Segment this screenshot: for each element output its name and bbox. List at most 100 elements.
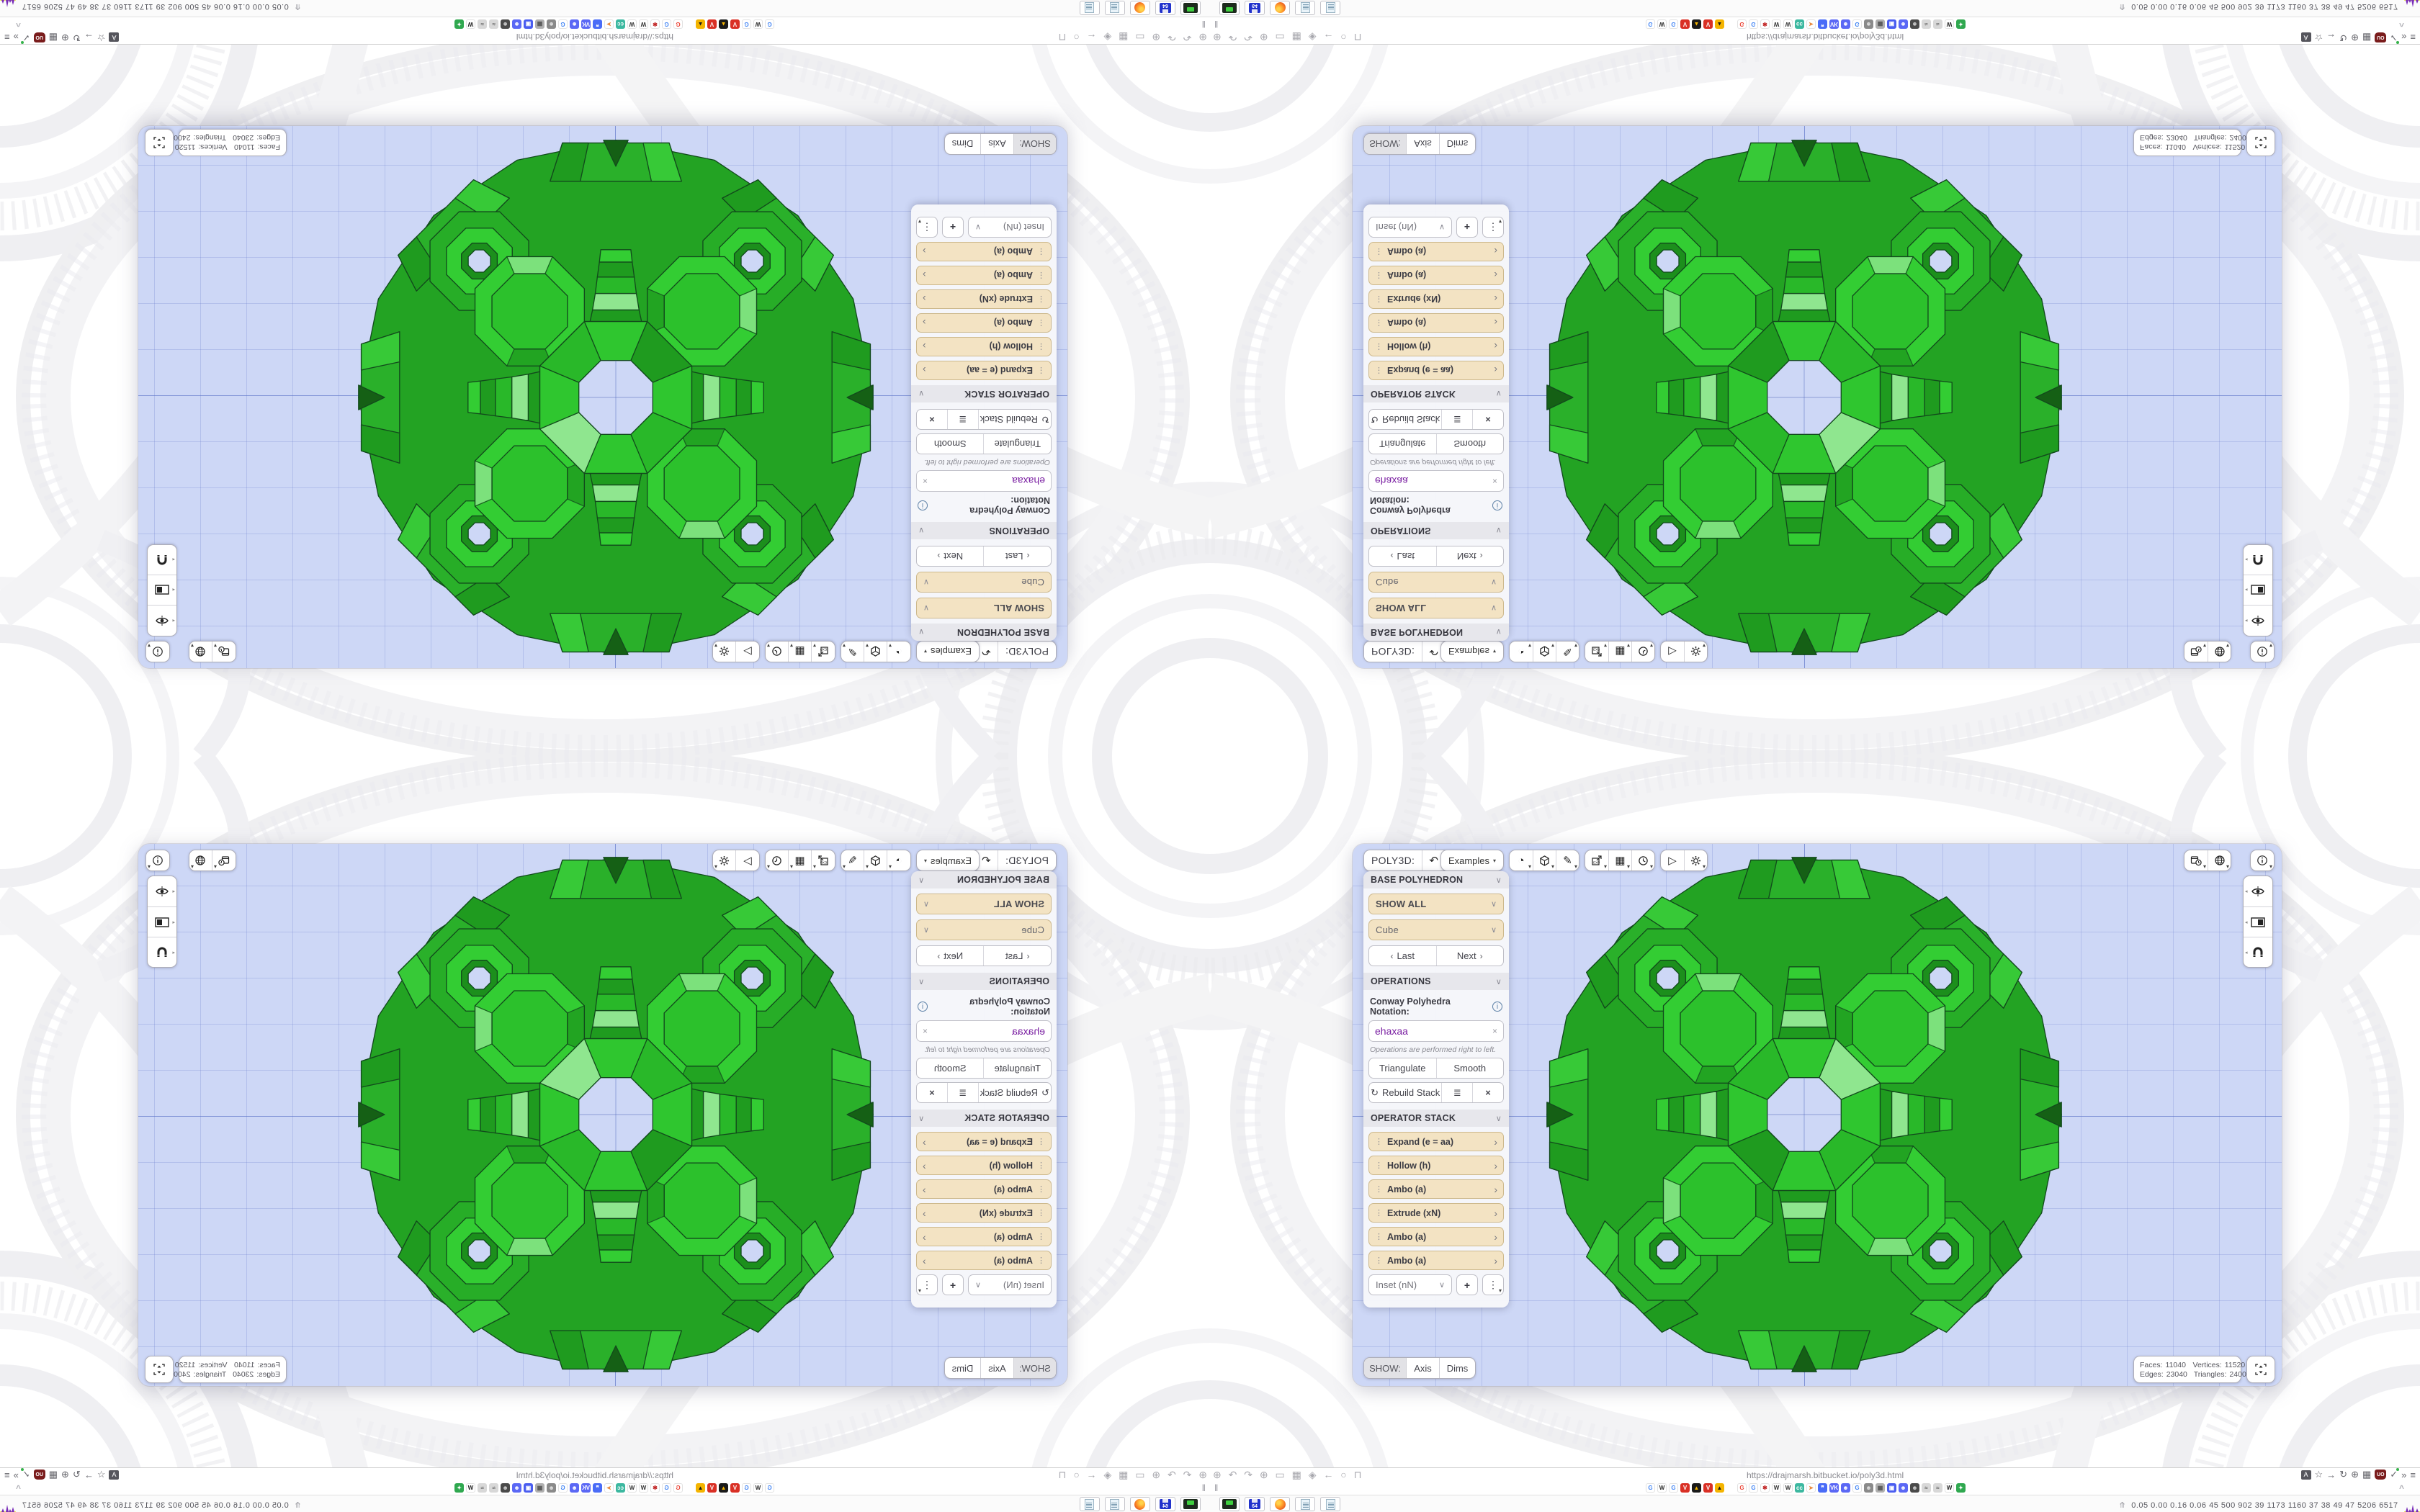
translate-icon[interactable]: A	[109, 1470, 120, 1480]
settings-button[interactable]: ▾	[1684, 642, 1707, 662]
taskbar-app-notes-2[interactable]	[1080, 1, 1100, 15]
trash-icon[interactable]: ▦	[2362, 32, 2372, 43]
category-select[interactable]: SHOW ALL ∨	[916, 598, 1052, 618]
triangulate-button[interactable]: Triangulate	[985, 1058, 1052, 1078]
rating-icon[interactable]: ✓	[2390, 32, 2398, 43]
bookmark-favicon[interactable]: ✦	[454, 1483, 464, 1493]
polyhedron-render[interactable]	[342, 844, 889, 1386]
drag-handle-icon[interactable]: ⋮	[1038, 1256, 1045, 1265]
globe-button[interactable]: ▾	[2208, 850, 2231, 870]
section-operator-stack[interactable]: OPERATOR STACK ∨	[1363, 385, 1509, 402]
snap-button[interactable]: ◂	[148, 937, 176, 967]
section-base-polyhedron[interactable]: BASE POLYHEDRON ∨	[911, 624, 1057, 641]
drag-handle-icon[interactable]: ⋮	[1375, 1138, 1383, 1146]
info-button[interactable]: ▾	[2251, 850, 2274, 870]
table-button[interactable]: ▦ ▾	[1608, 850, 1631, 870]
table-button[interactable]: ▦ ▾	[1608, 642, 1631, 662]
bookmark-favicon[interactable]: ▦	[1876, 19, 1885, 29]
adblock-icon[interactable]: UO	[33, 32, 45, 42]
stack-item[interactable]: ⋮ Expand (e = aa) ›	[1368, 1132, 1504, 1151]
taskbar-app-firefox[interactable]	[1130, 1, 1150, 15]
history-button[interactable]: ▾	[766, 642, 789, 662]
settings-button[interactable]: ▾	[713, 642, 736, 662]
forward-icon[interactable]: →	[2326, 32, 2336, 43]
bookmark-favicon[interactable]: ▲	[719, 19, 728, 29]
history-button[interactable]: ▾	[1631, 642, 1654, 662]
render-mode-button[interactable]: ◔ ▾	[1510, 850, 1533, 870]
taskbar-app-notes-2[interactable]	[1080, 1497, 1100, 1511]
bookmark-favicon[interactable]: ☻	[501, 19, 510, 29]
bookmark-favicon[interactable]: ▣	[1887, 1483, 1896, 1493]
address-url[interactable]: https://drajmarsh.bitbucket.io/poly3d.ht…	[1747, 32, 1904, 42]
bookmark-favicon[interactable]: V	[1703, 1483, 1713, 1493]
undo-button[interactable]: ↶	[1422, 850, 1445, 870]
pause-icon[interactable]: ‖	[1201, 19, 1206, 30]
add-operator-button[interactable]: +	[1456, 1274, 1478, 1295]
bookmark-favicon[interactable]: VK	[1829, 1483, 1839, 1493]
translate-icon[interactable]: A	[109, 32, 120, 42]
add-operator-select[interactable]: Inset (nN) ∨	[968, 1274, 1052, 1295]
next-button[interactable]: Next ›	[917, 546, 985, 566]
dims-toggle[interactable]: Dims	[945, 134, 981, 154]
pause-icon[interactable]: ‖	[1214, 1482, 1219, 1493]
export-button[interactable]: EXP ▾	[812, 642, 835, 662]
bookmark-favicon[interactable]: V	[1680, 19, 1690, 29]
taskbar-app-save[interactable]: 64	[1245, 1, 1265, 15]
notation-input[interactable]: ehaxaa ×	[916, 470, 1052, 492]
overflow-icon[interactable]: »	[13, 32, 19, 43]
visibility-button[interactable]: ◂	[2244, 876, 2272, 906]
stack-item[interactable]: ⋮ Ambo (a) ›	[1368, 313, 1504, 333]
bookmark-favicon[interactable]: G	[662, 1483, 671, 1493]
theme-toggle-button[interactable]: ◂	[2244, 906, 2272, 937]
render-mode-button[interactable]: ◔ ▾	[887, 850, 910, 870]
bookmark-favicon[interactable]: ☻	[1864, 1483, 1873, 1493]
stack-clear-button[interactable]: ×	[917, 410, 948, 429]
rebuild-stack-button[interactable]: ↻ Rebuild Stack	[1369, 410, 1441, 429]
bookmark-favicon[interactable]: ☻	[570, 19, 579, 29]
bookmark-favicon[interactable]: ➤	[604, 1483, 614, 1493]
smooth-button[interactable]: Smooth	[917, 434, 985, 454]
globe-icon[interactable]: ⊕	[61, 32, 69, 43]
notation-info-icon[interactable]: i	[1492, 1002, 1502, 1012]
bookmark-favicon[interactable]: W	[1945, 19, 1954, 29]
fit-view-button[interactable]	[145, 1356, 174, 1383]
bookmark-favicon[interactable]: ≈	[1933, 19, 1942, 29]
bookmark-favicon[interactable]: G	[742, 19, 751, 29]
visibility-button[interactable]: ◂	[148, 876, 176, 906]
bookmark-favicon[interactable]: VK	[581, 1483, 591, 1493]
history-button[interactable]: ▾	[1631, 850, 1654, 870]
monitor-expand-icon[interactable]: ⤊	[2119, 2, 2126, 12]
polyhedron-select[interactable]: Cube ∨	[916, 919, 1052, 940]
smooth-button[interactable]: Smooth	[1435, 1058, 1504, 1078]
refresh-icon[interactable]: ↻	[2339, 32, 2348, 43]
stack-item[interactable]: ⋮ Ambo (a) ›	[1368, 242, 1504, 261]
adblock-icon[interactable]: UO	[2375, 32, 2387, 42]
bookmark-favicon[interactable]: ❞	[593, 1483, 602, 1493]
drag-handle-icon[interactable]: ⋮	[1375, 318, 1382, 327]
drag-handle-icon[interactable]: ⋮	[1375, 247, 1382, 256]
info-button[interactable]: ▾	[146, 850, 169, 870]
taskbar-app-save[interactable]: 64	[1155, 1, 1175, 15]
collapse-icon[interactable]: ^	[2398, 1483, 2404, 1493]
bookmark-favicon[interactable]: VK	[581, 19, 591, 29]
stack-clear-button[interactable]: ×	[1472, 1083, 1503, 1102]
drag-handle-icon[interactable]: ⋮	[1375, 342, 1382, 351]
taskbar-app-notes-2[interactable]	[1320, 1497, 1340, 1511]
examples-dropdown[interactable]: Examples ▾	[917, 850, 979, 870]
render-mode-button[interactable]: ◔ ▾	[887, 642, 910, 662]
browser-nav-icons[interactable]: ⊕ ↶ ↷ ⊕ ▭ ▦ ◈ ← ○ ⊓	[1213, 32, 1364, 43]
bookmark-favicon[interactable]: ✱	[1760, 19, 1770, 29]
globe-button[interactable]: ▾	[189, 642, 212, 662]
bookmark-favicon[interactable]: ▲	[1715, 19, 1724, 29]
axis-toggle[interactable]: Axis	[981, 134, 1014, 154]
drag-handle-icon[interactable]: ⋮	[1375, 1161, 1383, 1170]
stack-item[interactable]: ⋮ Ambo (a) ›	[1368, 1179, 1504, 1199]
notation-input[interactable]: ehaxaa ×	[916, 1020, 1052, 1042]
stack-item[interactable]: ⋮ Ambo (a) ›	[1368, 1227, 1504, 1246]
bookmark-favicon[interactable]: ▲	[1715, 1483, 1724, 1493]
bookmark-favicon[interactable]: ☻	[1910, 1483, 1919, 1493]
bookmark-favicon[interactable]: G	[1749, 1483, 1758, 1493]
bookmark-favicon[interactable]: G	[1737, 19, 1747, 29]
section-operations[interactable]: OPERATIONS ∨	[911, 973, 1057, 990]
taskbar-app-recorder[interactable]	[1180, 1497, 1201, 1511]
